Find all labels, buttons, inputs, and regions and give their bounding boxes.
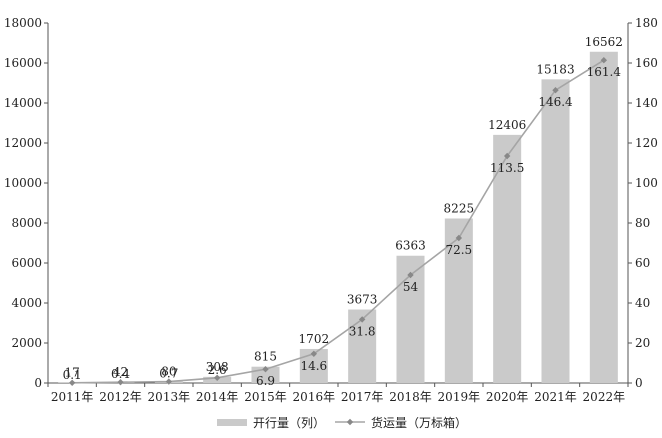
- bar-value-label: 80: [161, 364, 176, 378]
- x-tick-label: 2020年: [486, 390, 529, 404]
- line-value-label: 146.4: [538, 95, 573, 109]
- bar-value-label: 12406: [488, 118, 526, 132]
- bar-value-label: 42: [113, 365, 128, 379]
- line-point: [213, 374, 221, 381]
- line-value-label: 161.4: [587, 65, 622, 79]
- line-value-label: 31.8: [349, 324, 376, 338]
- x-tick-label: 2012年: [99, 390, 142, 404]
- y-left-tick-label: 12000: [4, 136, 42, 150]
- line-value-label: 0.7: [159, 367, 178, 381]
- bar: [541, 79, 570, 383]
- data-labels: 17 42 80 308 815 1702 3673 6363 8225 12406 15183 16…: [63, 35, 623, 388]
- y-right-tick-label: 0: [635, 376, 643, 390]
- legend-line-label: 货运量（万标箱）: [371, 415, 467, 430]
- bar-value-label: 17: [65, 366, 80, 380]
- bar-value-label: 815: [254, 350, 277, 364]
- line-point: [68, 379, 76, 386]
- line-series: [68, 57, 608, 386]
- x-tick-label: 2018年: [389, 390, 432, 404]
- y-left-tick-label: 6000: [11, 256, 42, 270]
- y-left-tick-label: 14000: [4, 96, 42, 110]
- y-left-tick-label: 8000: [11, 216, 42, 230]
- legend: 开行量（列） 货运量（万标箱）: [217, 415, 467, 430]
- bar-value-label: 3673: [347, 293, 378, 307]
- y-right-tick-label: 40: [635, 296, 650, 310]
- y-left-tick-label: 16000: [4, 56, 42, 70]
- line-value-label: 14.6: [300, 359, 327, 373]
- line-value-label: 54: [403, 280, 419, 294]
- x-tick-label: 2022年: [583, 390, 626, 404]
- y-right-tick-label: 100: [635, 176, 658, 190]
- legend-bar-swatch: [217, 419, 247, 426]
- line-point: [600, 57, 608, 64]
- bar-value-label: 6363: [395, 239, 426, 253]
- line-value-label: 0.1: [63, 368, 82, 382]
- bars: [58, 51, 618, 383]
- x-tick-label: 2015年: [244, 390, 287, 404]
- line-value-label: 0.4: [111, 367, 130, 381]
- bar-value-label: 1702: [299, 332, 330, 346]
- y-left-tick-label: 2000: [11, 336, 42, 350]
- line-value-label: 113.5: [490, 161, 524, 175]
- legend-bar-label: 开行量（列）: [253, 416, 325, 430]
- x-tick-label: 2019年: [438, 390, 481, 404]
- bar-value-label: 308: [206, 360, 229, 374]
- x-tick-label: 2014年: [196, 390, 239, 404]
- line-point: [165, 378, 173, 385]
- x-tick-label: 2021年: [534, 390, 577, 404]
- line-value-label: 72.5: [445, 243, 472, 257]
- y-left-tick-label: 4000: [11, 296, 42, 310]
- legend-line-marker: [346, 418, 354, 426]
- line-point: [407, 271, 414, 279]
- line-value-label: 2.6: [208, 363, 227, 377]
- x-tick-label: 2013年: [148, 390, 191, 404]
- line-path: [72, 59, 605, 384]
- y-right-tick-label: 80: [635, 216, 650, 230]
- y-left-tick-label: 10000: [4, 176, 42, 190]
- y-right-tick-label: 20: [635, 336, 650, 350]
- bar: [493, 134, 522, 383]
- x-tick-label: 2017年: [341, 390, 384, 404]
- x-tick-label: 2011年: [51, 390, 94, 404]
- y-right-tick-label: 140: [635, 96, 658, 110]
- x-tick-label: 2016年: [293, 390, 336, 404]
- y-left-tick-label: 18000: [4, 16, 42, 30]
- y-right-tick-label: 60: [635, 256, 650, 270]
- line-point: [358, 316, 366, 323]
- y-right-tick-label: 160: [635, 56, 658, 70]
- line-point: [117, 379, 124, 386]
- line-point: [310, 350, 318, 357]
- line-point: [503, 152, 511, 160]
- line-point: [455, 234, 463, 242]
- line-value-label: 6.9: [256, 374, 275, 388]
- y-right-tick-label: 120: [635, 136, 658, 150]
- line-point: [552, 87, 559, 94]
- axes: 0 2000 4000 6000 8000 10000 12000 14000 16000 180…: [4, 16, 658, 404]
- bar: [589, 51, 618, 383]
- y-right-tick-label: 180: [635, 16, 658, 30]
- bar-value-label: 16562: [585, 35, 623, 49]
- bar-value-label: 15183: [536, 62, 574, 76]
- line-point: [262, 366, 269, 373]
- y-left-tick-label: 0: [34, 376, 42, 390]
- bar-value-label: 8225: [444, 202, 475, 216]
